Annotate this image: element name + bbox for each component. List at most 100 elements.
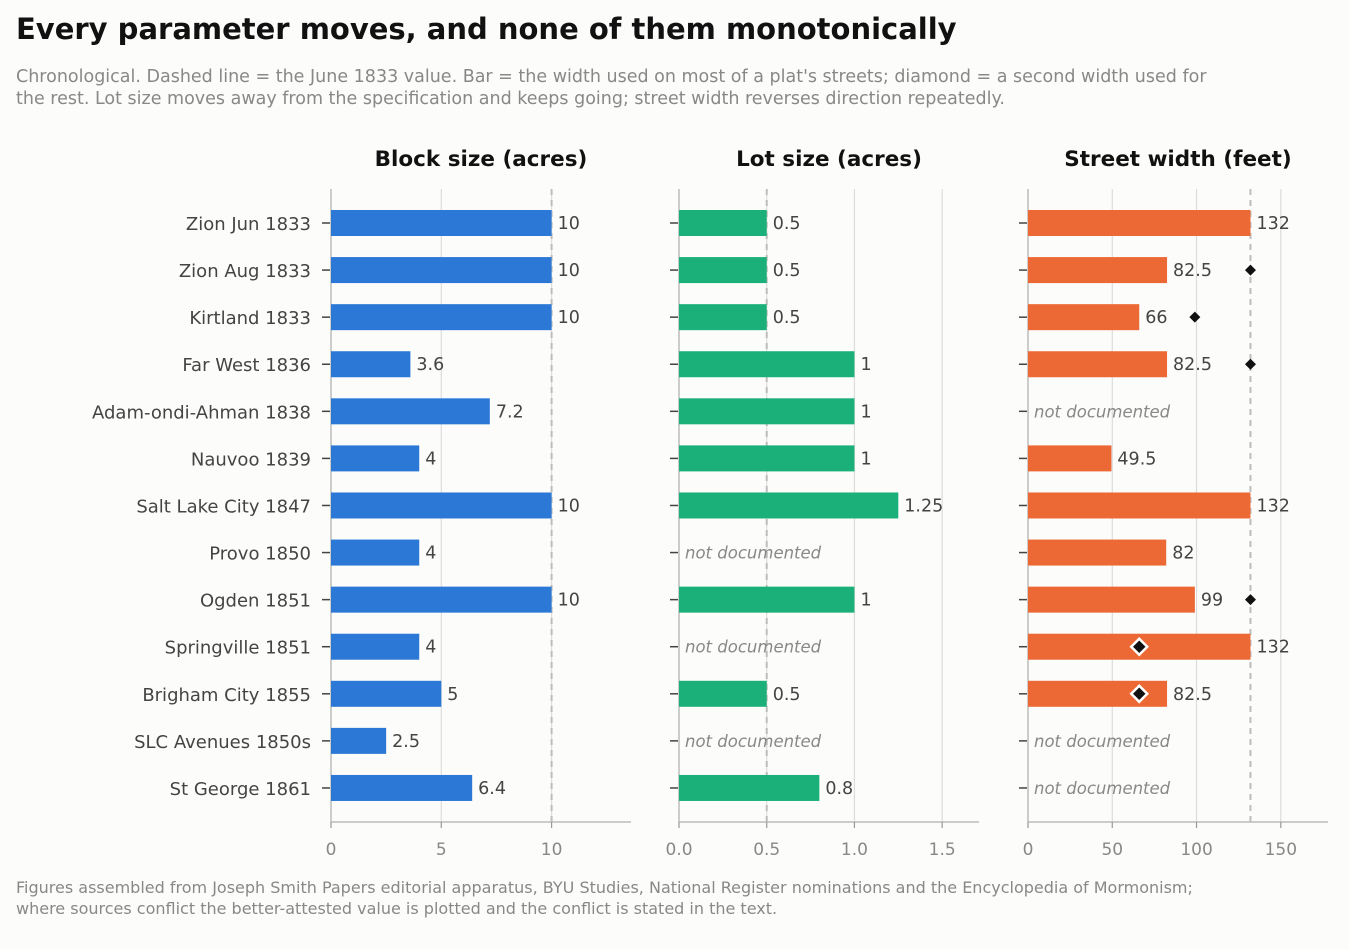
value-label: 82 xyxy=(1172,544,1194,564)
secondary-width-diamond xyxy=(1189,311,1201,323)
secondary-width-diamond xyxy=(1129,684,1150,704)
bar xyxy=(679,586,855,613)
bar xyxy=(331,586,552,613)
bar xyxy=(331,539,420,566)
bar xyxy=(331,304,552,331)
value-label: 82.5 xyxy=(1173,355,1212,375)
secondary-width-diamond xyxy=(1244,264,1256,276)
category-label: Kirtland 1833 xyxy=(189,308,311,329)
secondary-width-diamond xyxy=(1244,594,1256,606)
bar xyxy=(1028,257,1168,284)
value-label: 7.2 xyxy=(496,402,524,422)
value-label: 10 xyxy=(558,591,580,611)
value-label: 3.6 xyxy=(416,355,444,375)
bar xyxy=(679,492,899,519)
value-label: 66 xyxy=(1145,308,1167,328)
chart-subtitle: Chronological. Dashed line = the June 18… xyxy=(16,66,1349,110)
value-label: 2.5 xyxy=(392,732,420,752)
category-label: Brigham City 1855 xyxy=(142,685,311,706)
bar xyxy=(1028,492,1251,519)
value-label: 0.5 xyxy=(773,308,801,328)
x-tick-label: 5 xyxy=(436,840,447,860)
value-label: 1 xyxy=(860,355,871,375)
bar xyxy=(679,680,767,707)
bar xyxy=(1028,304,1140,331)
x-tick-label: 0 xyxy=(326,840,337,860)
bar xyxy=(331,680,442,707)
bar xyxy=(679,774,820,801)
secondary-width-diamond xyxy=(1244,358,1256,370)
x-tick-label: 100 xyxy=(1180,840,1212,860)
value-label: 10 xyxy=(558,496,580,516)
value-label: 1.25 xyxy=(904,496,943,516)
category-label: Nauvoo 1839 xyxy=(191,449,311,470)
missing-label: not documented xyxy=(1034,732,1171,751)
category-label: Far West 1836 xyxy=(182,355,311,376)
footnote-line-2: where sources conflict the better-attest… xyxy=(16,899,778,918)
bar xyxy=(1028,445,1112,472)
x-tick-label: 0 xyxy=(1023,840,1034,860)
missing-label: not documented xyxy=(685,732,822,751)
value-label: 1 xyxy=(860,402,871,422)
value-label: 132 xyxy=(1256,214,1289,234)
bar xyxy=(679,257,767,284)
bar xyxy=(679,210,767,236)
value-label: 4 xyxy=(425,638,436,658)
bar xyxy=(679,304,767,331)
value-label: 10 xyxy=(558,308,580,328)
category-label: Adam-ondi-Ahman 1838 xyxy=(92,402,311,423)
value-label: 82.5 xyxy=(1173,685,1212,705)
value-label: 1 xyxy=(860,591,871,611)
x-tick-label: 50 xyxy=(1101,840,1123,860)
bar xyxy=(1028,351,1168,378)
value-label: 99 xyxy=(1201,591,1223,611)
x-tick-label: 150 xyxy=(1265,840,1297,860)
value-label: 0.5 xyxy=(773,261,801,281)
x-tick-label: 1.0 xyxy=(841,840,868,860)
category-label: Salt Lake City 1847 xyxy=(136,496,311,517)
bar xyxy=(331,633,420,660)
bar xyxy=(331,257,552,284)
x-tick-label: 0.0 xyxy=(665,840,692,860)
bar xyxy=(331,492,552,519)
bar xyxy=(679,398,855,425)
subtitle-line-1: Chronological. Dashed line = the June 18… xyxy=(16,67,1207,87)
missing-label: not documented xyxy=(1034,779,1171,798)
bar xyxy=(1028,210,1251,236)
bar xyxy=(679,351,855,378)
value-label: 5 xyxy=(447,685,458,705)
footnote-line-1: Figures assembled from Joseph Smith Pape… xyxy=(16,878,1193,897)
bar xyxy=(679,445,855,472)
secondary-width-diamond xyxy=(1129,636,1150,657)
bar xyxy=(331,210,552,236)
value-label: 4 xyxy=(425,449,436,469)
category-label: Ogden 1851 xyxy=(200,591,311,612)
bar xyxy=(331,398,490,425)
value-label: 49.5 xyxy=(1117,449,1156,469)
category-label: Zion Aug 1833 xyxy=(179,261,311,282)
bar xyxy=(1028,586,1195,613)
bar xyxy=(331,727,387,754)
bar xyxy=(331,351,411,378)
value-label: 82.5 xyxy=(1173,261,1212,281)
category-label: Zion Jun 1833 xyxy=(186,214,311,235)
bar xyxy=(331,445,420,472)
category-label: St George 1861 xyxy=(170,779,311,800)
category-label: Springville 1851 xyxy=(165,638,311,659)
value-label: 10 xyxy=(558,261,580,281)
value-label: 132 xyxy=(1256,638,1289,658)
x-tick-label: 10 xyxy=(541,840,563,860)
value-label: 1 xyxy=(860,449,871,469)
category-label: SLC Avenues 1850s xyxy=(134,732,311,753)
chart-footnote: Figures assembled from Joseph Smith Pape… xyxy=(16,877,1193,919)
value-label: 132 xyxy=(1256,496,1289,516)
panel-title: Lot size (acres) xyxy=(736,147,922,172)
value-label: 6.4 xyxy=(478,779,506,799)
value-label: 4 xyxy=(425,544,436,564)
chart-title: Every parameter moves, and none of them … xyxy=(16,12,957,46)
panel-title: Block size (acres) xyxy=(375,147,588,172)
value-label: 0.5 xyxy=(773,214,801,234)
value-label: 0.5 xyxy=(773,685,801,705)
missing-label: not documented xyxy=(685,638,822,657)
